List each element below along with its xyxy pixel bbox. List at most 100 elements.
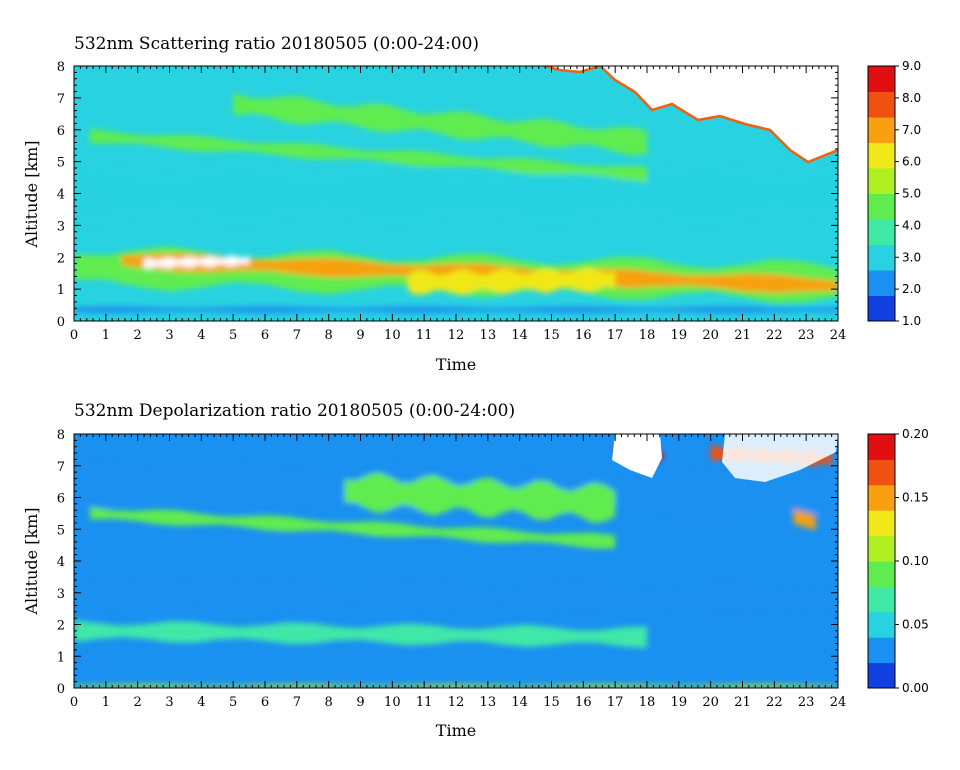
x-tick-label: 18	[639, 695, 656, 710]
scattering-cloud-edge	[544, 66, 838, 164]
colorbar-segment	[868, 535, 895, 562]
depolarization-panel: 532nm Depolarization ratio 20180505 (0:0…	[22, 401, 929, 740]
data-layer-7	[144, 255, 250, 269]
depolarization-no-data-patch-2	[722, 434, 838, 482]
depolarization-colorbar: 0.00 0.05 0.10 0.15 0.20	[867, 427, 929, 695]
x-tick-label: 23	[798, 328, 815, 343]
depolarization-x-axis-label: Time	[436, 721, 476, 740]
x-tick-label: 19	[671, 328, 688, 343]
x-tick-label: 4	[197, 695, 205, 710]
x-tick-label: 16	[575, 695, 592, 710]
x-tick-label: 7	[293, 695, 301, 710]
x-tick-label: 13	[480, 695, 497, 710]
colorbar-segment	[868, 434, 895, 460]
depolarization-y-axis-label: Altitude [km]	[22, 507, 41, 615]
x-tick-label: 24	[830, 328, 847, 343]
colorbar-label: 2.0	[902, 282, 921, 296]
x-tick-label: 12	[448, 328, 465, 343]
colorbar-label: 9.0	[902, 59, 921, 73]
colorbar-segment	[868, 270, 895, 296]
x-tick-label: 15	[543, 695, 560, 710]
y-tick-label: 7	[57, 460, 65, 475]
data-layer-4	[344, 472, 616, 523]
x-tick-label: 10	[384, 328, 401, 343]
y-tick-label: 1	[57, 283, 65, 298]
x-tick-label: 7	[293, 328, 301, 343]
y-tick-label: 5	[57, 523, 65, 538]
colorbar-segment	[868, 295, 895, 322]
data-layer-2	[74, 620, 647, 649]
scattering-axes: 0 1 2 3 4 5 6 7 8 9 10 11 12 13 14 15 16 17 18 19 20 21 22 23 24…	[57, 60, 847, 343]
x-tick-label: 1	[102, 695, 110, 710]
x-tick-label: 6	[261, 328, 269, 343]
x-tick-label: 9	[356, 328, 364, 343]
x-tick-label: 2	[134, 328, 142, 343]
x-tick-label: 16	[575, 328, 592, 343]
colorbar-segment	[868, 244, 895, 271]
x-tick-label: 18	[639, 328, 656, 343]
colorbar-segment	[868, 510, 895, 537]
depolarization-title: 532nm Depolarization ratio 20180505 (0:0…	[74, 401, 515, 421]
x-tick-label: 12	[448, 695, 465, 710]
colorbar-segment	[868, 637, 895, 664]
colorbar-segment	[868, 168, 895, 194]
y-tick-label: 7	[57, 92, 65, 107]
y-tick-label: 1	[57, 650, 65, 665]
y-tick-label: 0	[57, 682, 65, 697]
colorbar-segment	[868, 193, 895, 220]
colorbar-label: 0.15	[902, 491, 929, 505]
x-tick-label: 10	[384, 695, 401, 710]
colorbar-label: 8.0	[902, 91, 921, 105]
y-tick-label: 0	[57, 315, 65, 330]
data-layer-6	[408, 267, 616, 295]
colorbar-segment	[868, 561, 895, 587]
x-tick-label: 6	[261, 695, 269, 710]
x-tick-label: 5	[229, 328, 237, 343]
colorbar-label: 0.10	[902, 554, 929, 568]
colorbar-segment	[868, 91, 895, 118]
x-tick-label: 0	[70, 695, 78, 710]
x-tick-label: 21	[734, 328, 751, 343]
data-layer-3	[233, 93, 647, 156]
data-layer-2	[89, 128, 647, 183]
x-tick-label: 1	[102, 328, 110, 343]
y-tick-label: 6	[57, 492, 65, 507]
x-tick-label: 3	[165, 328, 173, 343]
scattering-panel: 532nm Scattering ratio 20180505 (0:00-24…	[22, 34, 921, 374]
x-tick-label: 24	[830, 695, 847, 710]
colorbar-label: 3.0	[902, 250, 921, 264]
colorbar-segment	[868, 117, 895, 143]
y-tick-label: 3	[57, 587, 65, 602]
x-tick-label: 14	[511, 695, 528, 710]
x-tick-label: 3	[165, 695, 173, 710]
x-tick-label: 20	[702, 695, 719, 710]
colorbar-segment	[868, 586, 895, 613]
x-tick-label: 4	[197, 328, 205, 343]
y-tick-label: 3	[57, 219, 65, 234]
x-tick-label: 17	[607, 695, 624, 710]
data-layer-8	[793, 507, 816, 533]
scattering-y-axis-label: Altitude [km]	[22, 140, 41, 248]
x-tick-label: 11	[416, 328, 433, 343]
x-tick-label: 15	[543, 328, 560, 343]
colorbar-segment	[868, 459, 895, 486]
colorbar-segment	[868, 484, 895, 511]
scattering-title: 532nm Scattering ratio 20180505 (0:00-24…	[74, 34, 479, 54]
colorbar-segment	[868, 66, 895, 92]
x-tick-label: 8	[325, 328, 333, 343]
x-tick-label: 14	[511, 328, 528, 343]
y-tick-label: 8	[57, 428, 65, 443]
scattering-x-axis-label: Time	[436, 355, 476, 374]
x-tick-label: 2	[134, 695, 142, 710]
scattering-no-data-region	[545, 66, 838, 162]
y-tick-label: 8	[57, 60, 65, 75]
x-tick-label: 11	[416, 695, 433, 710]
x-tick-label: 0	[70, 328, 78, 343]
y-tick-label: 4	[57, 188, 65, 203]
data-layer-3	[89, 507, 616, 549]
data-layer-0	[74, 580, 838, 611]
colorbar-label: 4.0	[902, 218, 921, 232]
scattering-colorbar: 1.0 2.0 3.0 4.0 5.0 6.0 7.0 8.0 9.0	[867, 59, 921, 328]
x-tick-label: 13	[480, 328, 497, 343]
